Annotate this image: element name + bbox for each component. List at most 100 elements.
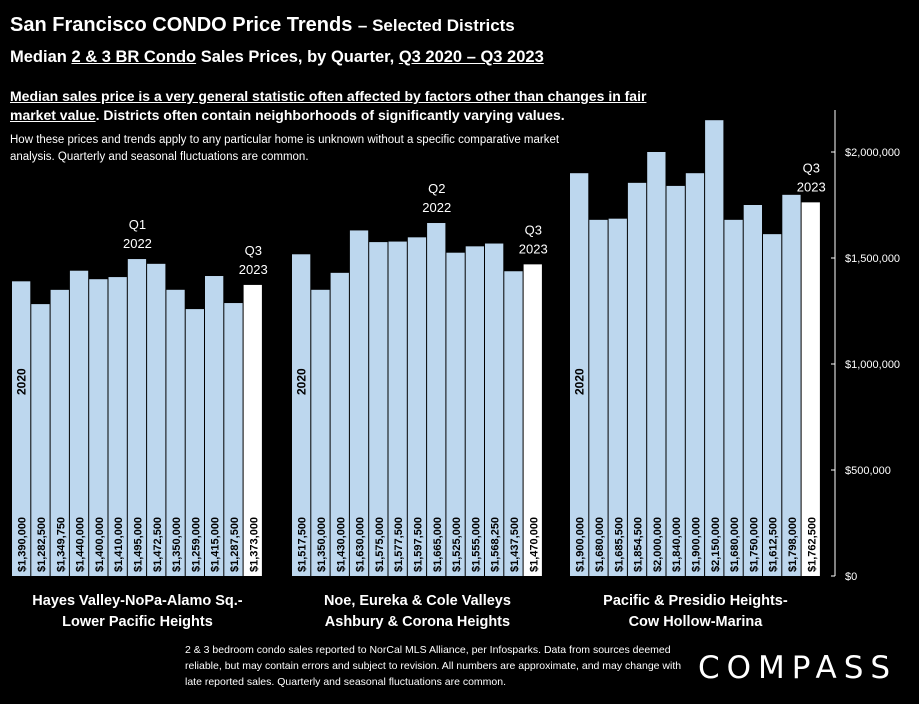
compass-logo: COMPASS — [698, 650, 898, 686]
bar-value-label: $1,750,000 — [748, 517, 760, 572]
bar-value-label: $1,854,500 — [633, 517, 645, 572]
bar-value-label: $1,472,500 — [152, 517, 164, 572]
bar — [666, 185, 685, 577]
bar — [369, 242, 388, 576]
district-group-label: Hayes Valley-NoPa-Alamo Sq.- Lower Pacifi… — [0, 591, 277, 633]
bar — [523, 264, 542, 576]
y-tick-label: $500,000 — [845, 465, 891, 477]
bar-value-label: $1,798,000 — [787, 517, 799, 572]
bar — [427, 223, 446, 576]
bar — [31, 304, 50, 576]
quarter-annotation: Q1 — [129, 217, 146, 232]
bar-value-label: $1,680,000 — [594, 517, 606, 572]
bar-value-label: $1,430,000 — [335, 517, 347, 572]
bar — [147, 263, 166, 576]
bar-value-label: $1,517,500 — [297, 517, 309, 572]
start-year-label: 2020 — [573, 368, 587, 395]
page-title: San Francisco CONDO Price Trends – Selec… — [10, 14, 515, 37]
disclaimer-note: Median sales price is a very general sta… — [10, 87, 670, 125]
year-annotation: 2023 — [239, 262, 268, 277]
bar-value-label: $1,665,000 — [432, 517, 444, 572]
year-annotation: 2023 — [797, 179, 826, 194]
bar-value-label: $1,373,000 — [248, 517, 260, 572]
bar-value-label: $1,495,000 — [132, 517, 144, 572]
bar — [465, 246, 484, 576]
bar-value-label: $1,900,000 — [575, 517, 587, 572]
bar-value-label: $1,350,000 — [316, 517, 328, 572]
bar-value-label: $1,762,500 — [806, 517, 818, 572]
y-tick-label: $2,000,000 — [845, 147, 900, 159]
bar — [705, 120, 724, 576]
quarter-annotation: Q3 — [525, 222, 542, 237]
bar-value-label: $2,000,000 — [652, 517, 664, 572]
bar-chart: $0 $500,000 $1,000,000 $1,500,000 $2,000,000… — [12, 110, 900, 583]
bar-value-label: $1,415,000 — [210, 517, 222, 572]
subtitle-pre: Median — [10, 48, 72, 66]
subtitle-underlined-2: Q3 2020 – Q3 2023 — [398, 48, 544, 66]
disclaimer-rest: . Districts often contain neighborhoods … — [95, 107, 565, 123]
subtitle-mid: Sales Prices, by Quarter, — [196, 48, 399, 66]
bar — [108, 277, 127, 576]
bar — [127, 259, 147, 576]
bar-value-label: $1,390,000 — [17, 517, 29, 572]
bar — [349, 230, 369, 576]
bar — [292, 254, 311, 577]
start-year-label: 2020 — [295, 368, 309, 395]
bar — [388, 241, 407, 576]
bar — [504, 271, 523, 576]
bar — [243, 284, 262, 576]
subtitle-underlined-1: 2 & 3 BR Condo — [71, 48, 197, 66]
quarter-annotation: Q2 — [428, 181, 445, 196]
bar — [589, 219, 608, 576]
bar — [407, 237, 427, 576]
bar — [743, 205, 762, 576]
bar — [608, 218, 627, 576]
disclaimer-underlined: Median sales price is a very general sta… — [10, 88, 647, 123]
year-annotation: 2022 — [700, 110, 729, 112]
bar-value-label: $1,577,500 — [393, 517, 405, 572]
bar-value-label: $1,259,000 — [190, 517, 202, 572]
quarter-annotation: Q3 — [803, 160, 820, 175]
bar — [485, 243, 504, 576]
bar-value-label: $1,287,500 — [229, 517, 241, 572]
bar-value-label: $1,840,000 — [671, 517, 683, 572]
bar-value-label: $1,575,000 — [374, 517, 386, 572]
start-year-label: 2020 — [15, 368, 29, 395]
district-label-line1: Hayes Valley-NoPa-Alamo Sq.- — [32, 593, 243, 609]
bar — [685, 173, 705, 576]
district-label-line2: Ashbury & Corona Heights — [324, 614, 511, 630]
y-tick-label: $1,000,000 — [845, 359, 900, 371]
bar-value-label: $1,680,000 — [729, 517, 741, 572]
district-label-line1: Pacific & Presidio Heights- — [603, 593, 788, 609]
bar-value-label: $2,150,000 — [710, 517, 722, 572]
bar-value-label: $1,597,500 — [412, 517, 424, 572]
bar — [185, 309, 204, 576]
bar-value-label: $1,282,500 — [36, 517, 48, 572]
bar — [570, 173, 589, 576]
analysis-note: How these prices and trends apply to any… — [10, 134, 560, 163]
district-group-label: Noe, Eureka & Cole Valleys Ashbury & Coro… — [277, 591, 557, 633]
page-subtitle: Median 2 & 3 BR Condo Sales Prices, by Q… — [10, 48, 544, 67]
bar-value-label: $1,400,000 — [94, 517, 106, 572]
bar — [166, 289, 185, 576]
bar — [763, 234, 782, 576]
bar — [330, 272, 349, 576]
district-label-line1: Noe, Eureka & Cole Valleys — [323, 593, 511, 609]
bar — [446, 252, 465, 576]
y-tick-label: $0 — [845, 571, 857, 583]
bar-value-label: $1,555,000 — [470, 517, 482, 572]
district-label-line2: Cow Hollow-Marina — [628, 614, 763, 630]
bar — [89, 279, 108, 576]
bar — [224, 303, 243, 576]
bar — [69, 270, 89, 576]
bar-value-label: $1,350,000 — [171, 517, 183, 572]
source-footnote: 2 & 3 bedroom condo sales reported to No… — [185, 644, 682, 688]
bar-value-label: $1,437,500 — [509, 517, 521, 572]
bar-value-label: $1,685,500 — [613, 517, 625, 572]
district-label-line2: Lower Pacific Heights — [62, 614, 213, 630]
bar — [205, 276, 224, 576]
bar-value-label: $1,612,500 — [768, 517, 780, 572]
bar — [311, 289, 330, 576]
bar — [50, 289, 69, 576]
y-tick-label: $1,500,000 — [845, 253, 900, 265]
